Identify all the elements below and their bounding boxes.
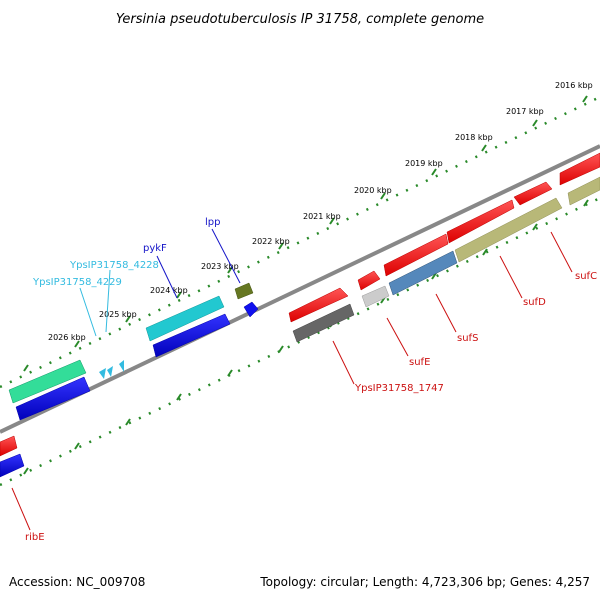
gene-sufC-feature-rev[interactable] — [567, 176, 600, 206]
gene-lpp-feature-rev[interactable] — [243, 301, 259, 318]
scale-label: 2026 kbp — [48, 333, 86, 342]
gene-pykF-feature[interactable] — [145, 295, 225, 342]
gene-sufS-feature-rev[interactable] — [388, 250, 458, 296]
gene-ribE-feature[interactable] — [0, 435, 18, 457]
gene-pykF-feature-rev[interactable] — [152, 313, 231, 358]
gene-small-cyan-feature[interactable] — [119, 360, 124, 372]
gene-YpsIP31758-1747-feature[interactable] — [288, 287, 349, 323]
gene-teal-feature[interactable] — [8, 359, 87, 404]
scale-label: 2024 kbp — [150, 286, 188, 295]
gene-sufE-feature[interactable] — [357, 270, 381, 291]
scale-track-upper — [0, 95, 600, 389]
gene-label-sufC[interactable]: sufC — [575, 271, 597, 282]
gene-YpsIP31758-1747-feature-rev[interactable] — [292, 303, 355, 343]
scale-label: 2022 kbp — [252, 237, 290, 246]
gene-lpp-feature[interactable] — [234, 282, 254, 300]
scale-label: 2021 kbp — [303, 212, 341, 221]
scale-label: 2023 kbp — [201, 262, 239, 271]
gene-label-YpsIP31758-4229[interactable]: YpsIP31758_4229 — [32, 277, 122, 288]
scale-label: 2016 kbp — [555, 81, 593, 90]
accession-text: Accession: NC_009708 — [9, 575, 145, 589]
genome-summary-text: Topology: circular; Length: 4,723,306 bp… — [259, 575, 590, 589]
gene-sufE-feature-rev[interactable] — [361, 285, 390, 308]
gene-label-lpp[interactable]: lpp — [205, 217, 220, 228]
label-leaders — [11, 228, 573, 531]
gene-blue-feature[interactable] — [15, 376, 91, 421]
gene-ribE-feature-rev[interactable] — [0, 453, 25, 478]
gene-label-YpsIP31758-1747[interactable]: YpsIP31758_1747 — [354, 383, 444, 394]
scale-label: 2017 kbp — [506, 107, 544, 116]
gene-sufD-feature-rev[interactable] — [454, 197, 563, 263]
major-ticks-upper — [23, 95, 588, 372]
gene-sufD-feature[interactable] — [513, 181, 553, 206]
gene-label-sufE[interactable]: sufE — [409, 357, 430, 368]
gene-YpsIP31758-4228-feature[interactable] — [99, 368, 106, 379]
gene-label-YpsIP31758-4228[interactable]: YpsIP31758_4228 — [69, 260, 159, 271]
genome-backbone — [0, 144, 600, 434]
scale-label: 2018 kbp — [455, 133, 493, 142]
scale-track-lower — [0, 196, 600, 487]
gene-sufS-feature[interactable] — [383, 233, 449, 277]
map-title: Yersinia pseudotuberculosis IP 31758, co… — [116, 12, 484, 27]
scale-label: 2025 kbp — [99, 310, 137, 319]
gene-sufD-feature-2[interactable] — [446, 199, 515, 244]
gene-label-ribE[interactable]: ribE — [25, 532, 45, 543]
gene-sufC-feature[interactable] — [559, 152, 600, 186]
scale-label: 2019 kbp — [405, 159, 443, 168]
gene-label-pykF[interactable]: pykF — [143, 243, 167, 254]
scale-label: 2020 kbp — [354, 186, 392, 195]
gene-label-sufS[interactable]: sufS — [457, 333, 478, 344]
gene-YpsIP31758-4229-feature[interactable] — [107, 366, 113, 377]
gene-label-sufD[interactable]: sufD — [523, 297, 546, 308]
